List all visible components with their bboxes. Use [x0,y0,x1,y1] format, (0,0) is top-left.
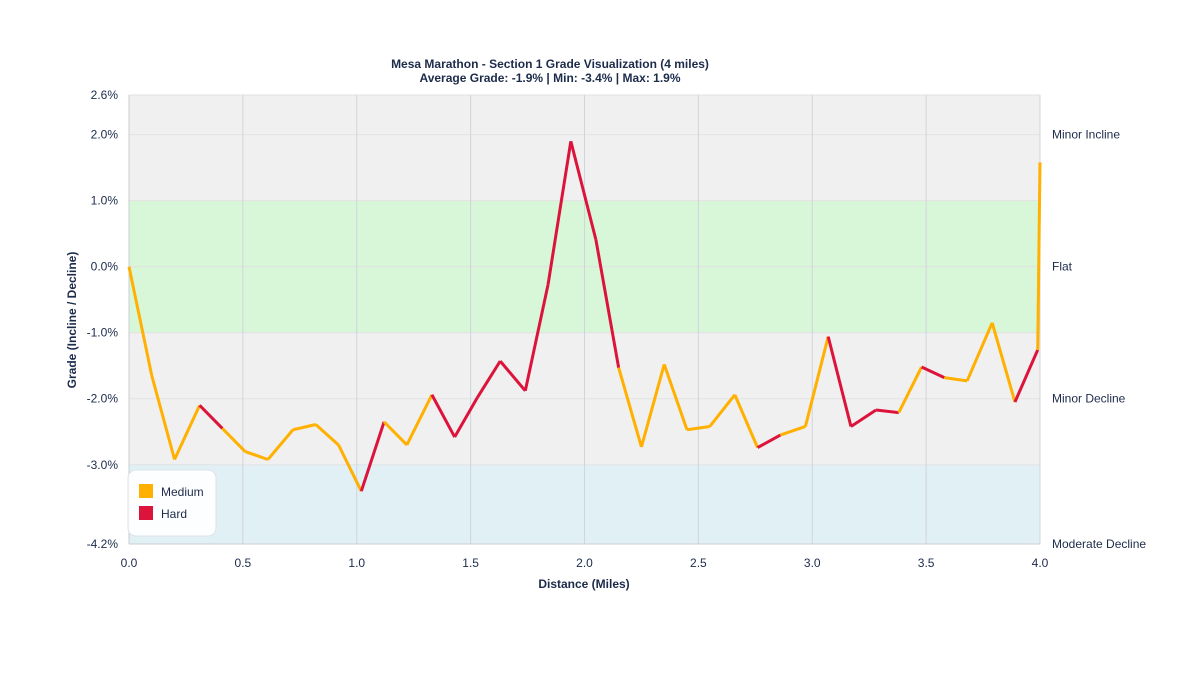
x-tick-label: 0.0 [121,556,138,570]
zone-label: Minor Incline [1052,128,1120,142]
grade-segment-hard [198,404,224,430]
grade-segment-medium [314,423,340,447]
grade-segment-hard [453,396,479,438]
grade-segment-medium [617,367,643,448]
grade-segment-hard [594,239,621,368]
grade-segment-hard [569,140,598,240]
x-tick-label: 2.5 [690,556,707,570]
grade-segment-hard [850,408,877,428]
grade-segment-medium [708,393,736,428]
zone-label: Moderate Decline [1052,537,1146,551]
x-tick-label: 0.5 [235,556,252,570]
grade-segment-medium [803,336,830,427]
chart-subtitle: Average Grade: -1.9% | Min: -3.4% | Max:… [419,71,680,85]
grade-segment-medium [127,266,154,376]
legend-box [127,469,217,537]
grade-segment-medium [733,394,759,449]
y-tick-label: -1.0% [87,326,119,340]
grade-segment-hard [430,394,457,438]
legend-label-medium: Medium [161,485,204,499]
grade-segment-medium [686,424,710,432]
grade-segment-medium [383,420,408,447]
grade-segment-medium [150,375,176,460]
x-tick-label: 4.0 [1032,556,1049,570]
grade-segment-medium [244,450,269,461]
grade-segment-medium [1036,162,1042,350]
grade-segment-hard [756,433,782,449]
legend-swatch-hard [139,506,153,520]
x-axis-label: Distance (Miles) [538,577,629,591]
grade-segment-medium [173,404,201,461]
grade-segment-medium [221,427,247,453]
grade-segment-hard [826,336,853,427]
grade-segment-hard [476,360,502,399]
y-axis-label: Grade (Incline / Decline) [65,252,79,389]
x-tick-label: 3.5 [918,556,935,570]
grade-segment-hard [875,408,899,415]
grade-segment-medium [990,322,1017,403]
grade-segment-hard [920,365,945,379]
x-tick-label: 1.0 [348,556,365,570]
grade-segment-hard [1013,349,1040,403]
y-tick-label: -3.0% [87,458,119,472]
zone-label: Minor Decline [1052,392,1126,406]
grade-segment-medium [405,394,434,446]
grade-segment-medium [779,425,806,437]
legend-label-hard: Hard [161,507,187,521]
grade-segment-medium [897,366,923,414]
grade-segment-hard [546,140,573,285]
chart-title: Mesa Marathon - Section 1 Grade Visualiz… [391,57,709,71]
y-tick-label: -4.2% [87,537,119,551]
grade-segment-medium [662,363,689,431]
y-tick-label: 2.6% [91,88,119,102]
y-tick-label: 0.0% [91,260,119,274]
zone-label: Flat [1052,260,1073,274]
x-tick-label: 2.0 [576,556,593,570]
y-tick-label: 1.0% [91,194,119,208]
grade-segment-medium [292,423,317,432]
x-tick-label: 3.0 [804,556,821,570]
grade-segment-medium [639,364,666,448]
grade-segment-hard [523,284,550,392]
legend: Medium Hard [127,469,217,537]
x-tick-label: 1.5 [462,556,479,570]
grade-segment-medium [266,428,295,461]
y-tick-label: 2.0% [91,128,119,142]
grade-segment-hard [359,421,386,492]
grade-segment-medium [337,444,363,492]
y-tick-label: -2.0% [87,392,119,406]
grade-segment-medium [944,376,968,383]
grade-segment-medium [965,322,994,382]
legend-swatch-medium [139,484,153,498]
grade-segment-hard [499,360,527,392]
